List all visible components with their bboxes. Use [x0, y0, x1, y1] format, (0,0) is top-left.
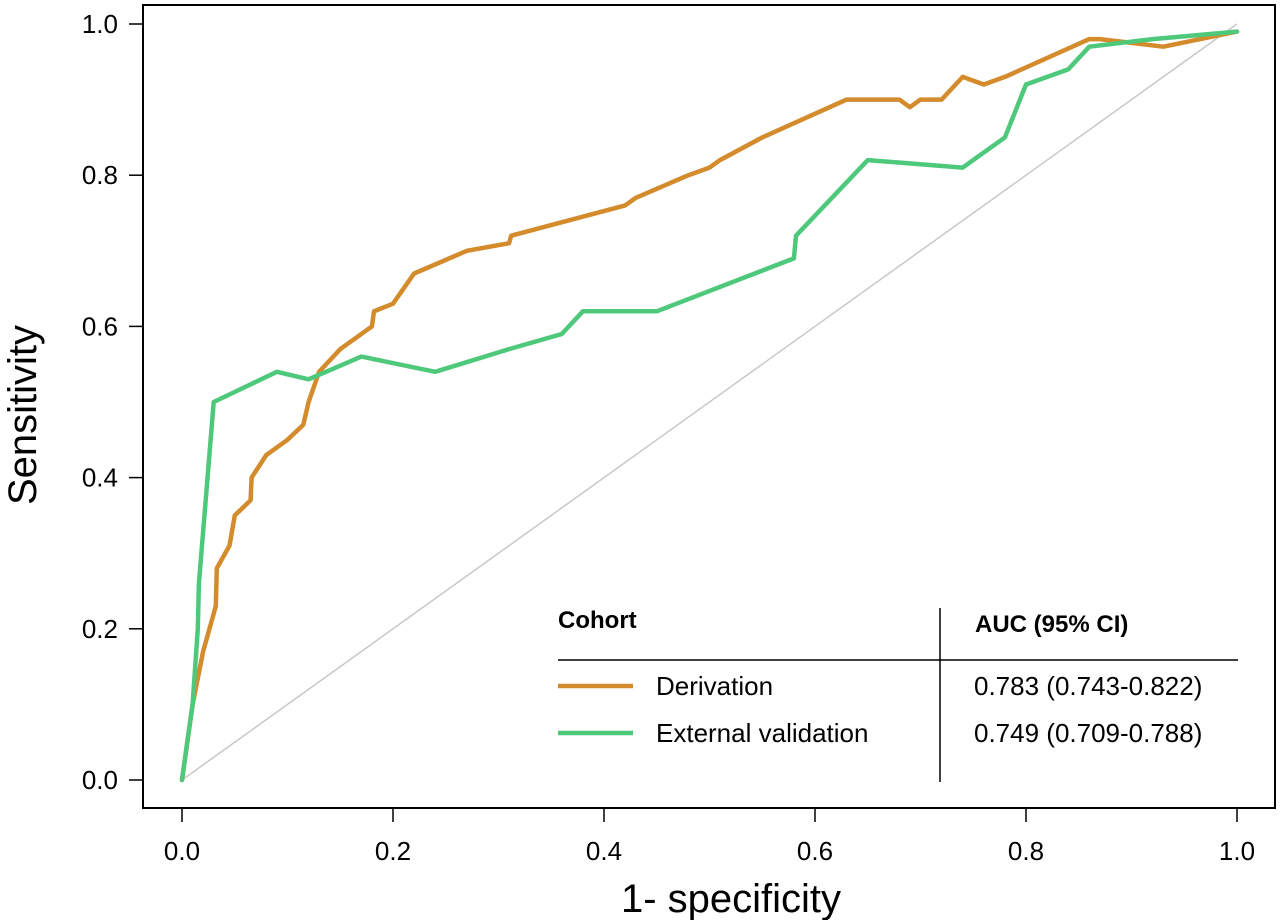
plot-frame — [142, 4, 1276, 809]
legend-auc-derivation: 0.783 (0.743-0.822) — [974, 671, 1202, 701]
axis-ticks: 0.0 0.2 0.4 0.6 0.8 1.0 0.0 0.2 0.4 0.6 0.8 1.0 — [82, 9, 1255, 866]
reference-diagonal-line — [181, 23, 1238, 781]
y-tick-label: 1.0 — [82, 9, 118, 39]
y-tick-label: 0.4 — [82, 463, 118, 493]
y-tick-label: 0.2 — [82, 614, 118, 644]
legend: Cohort AUC (95% CI) Derivation 0.783 (0.… — [558, 607, 1238, 782]
y-tick-label: 0.0 — [82, 765, 118, 795]
y-tick-label: 0.8 — [82, 160, 118, 190]
series-line-external-validation — [179, 29, 1240, 783]
legend-header-cohort: Cohort — [558, 607, 637, 634]
x-tick-label: 0.4 — [586, 836, 622, 866]
y-axis-title: Sensitivity — [1, 325, 45, 505]
series-line-derivation — [179, 29, 1240, 783]
legend-label-external-validation: External validation — [656, 718, 868, 748]
x-tick-label: 0.8 — [1008, 836, 1044, 866]
legend-header-auc: AUC (95% CI) — [975, 611, 1128, 638]
x-tick-label: 0.0 — [164, 836, 200, 866]
x-axis-title: 1- specificity — [621, 877, 841, 920]
x-tick-label: 0.6 — [797, 836, 833, 866]
series-layer — [179, 29, 1240, 783]
y-tick-label: 0.6 — [82, 311, 118, 341]
x-tick-label: 1.0 — [1219, 836, 1255, 866]
legend-auc-external-validation: 0.749 (0.709-0.788) — [974, 718, 1202, 748]
x-tick-label: 0.2 — [375, 836, 411, 866]
legend-label-derivation: Derivation — [656, 671, 773, 701]
